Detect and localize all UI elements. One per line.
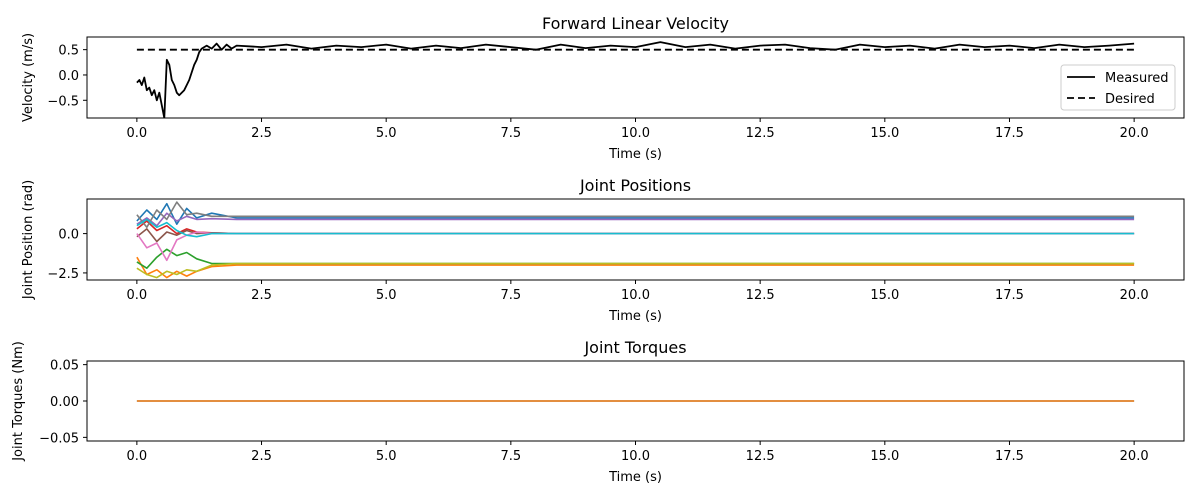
x-tick-label: 17.5 bbox=[995, 449, 1024, 464]
y-axis-label: Joint Position (rad) bbox=[21, 180, 36, 300]
x-tick-label: 10.0 bbox=[621, 288, 650, 303]
series-group bbox=[136, 201, 1135, 279]
x-tick-label: 2.5 bbox=[251, 449, 272, 464]
x-tick-label: 2.5 bbox=[251, 288, 272, 303]
x-tick-label: 7.5 bbox=[500, 126, 521, 141]
chart-panel-1: Forward Linear Velocity Time (s) Velocity … bbox=[21, 14, 1185, 162]
series-line-8 bbox=[136, 201, 1135, 229]
x-tick-label: 10.0 bbox=[621, 449, 650, 464]
x-tick-label: 12.5 bbox=[746, 126, 775, 141]
x-tick-label: 2.5 bbox=[251, 126, 272, 141]
series-line-9 bbox=[136, 262, 1135, 279]
chart-title: Forward Linear Velocity bbox=[542, 14, 729, 33]
chart-panel-3: Joint Torques Time (s) Joint Torques (Nm) 0… bbox=[11, 338, 1185, 485]
plot-frame bbox=[86, 360, 1185, 442]
series-line-5 bbox=[136, 212, 1135, 227]
chart-title: Joint Positions bbox=[579, 176, 691, 195]
y-tick-label: −2.5 bbox=[47, 267, 79, 282]
x-tick-label: 12.5 bbox=[746, 288, 775, 303]
x-tick-label: 15.0 bbox=[870, 288, 899, 303]
x-tick-label: 15.0 bbox=[870, 126, 899, 141]
x-tick-label: 7.5 bbox=[500, 449, 521, 464]
y-tick-label: 0.00 bbox=[50, 395, 79, 410]
x-tick-label: 20.0 bbox=[1120, 288, 1149, 303]
y-tick-label: −0.5 bbox=[47, 94, 79, 109]
x-tick-label: 15.0 bbox=[870, 449, 899, 464]
x-tick-label: 5.0 bbox=[376, 126, 397, 141]
series-line-2 bbox=[136, 256, 1135, 279]
x-axis-label: Time (s) bbox=[608, 147, 662, 162]
x-tick-label: 5.0 bbox=[376, 449, 397, 464]
x-axis-label: Time (s) bbox=[608, 470, 662, 485]
x-tick-label: 17.5 bbox=[995, 126, 1024, 141]
x-tick-label: 5.0 bbox=[376, 288, 397, 303]
plot-frame bbox=[86, 36, 1185, 119]
chart-panel-2: Joint Positions Time (s) Joint Position (r… bbox=[21, 176, 1185, 324]
y-tick-label: 0.05 bbox=[50, 359, 79, 374]
legend-label: Measured bbox=[1105, 71, 1169, 86]
x-tick-label: 0.0 bbox=[127, 126, 148, 141]
series-group bbox=[136, 41, 1135, 118]
plot-frame bbox=[86, 198, 1185, 281]
legend-label: Desired bbox=[1105, 92, 1155, 107]
y-tick-label: 0.0 bbox=[58, 228, 79, 243]
legend: Measured Desired bbox=[1060, 64, 1176, 111]
y-tick-label: 0.0 bbox=[58, 69, 79, 84]
series-line-10 bbox=[136, 218, 1135, 238]
x-tick-label: 12.5 bbox=[746, 449, 775, 464]
y-tick-label: −0.05 bbox=[39, 431, 79, 446]
x-tick-label: 20.0 bbox=[1120, 126, 1149, 141]
y-axis-label: Velocity (m/s) bbox=[21, 33, 36, 122]
x-tick-label: 0.0 bbox=[127, 288, 148, 303]
x-tick-label: 0.0 bbox=[127, 449, 148, 464]
series-line-1 bbox=[136, 41, 1135, 118]
y-axis-label: Joint Torques (Nm) bbox=[11, 341, 26, 462]
x-axis-label: Time (s) bbox=[608, 309, 662, 324]
chart-title: Joint Torques bbox=[583, 338, 686, 357]
x-tick-label: 17.5 bbox=[995, 288, 1024, 303]
x-tick-label: 10.0 bbox=[621, 126, 650, 141]
x-tick-label: 7.5 bbox=[500, 288, 521, 303]
x-tick-label: 20.0 bbox=[1120, 449, 1149, 464]
y-tick-label: 0.5 bbox=[58, 44, 79, 59]
